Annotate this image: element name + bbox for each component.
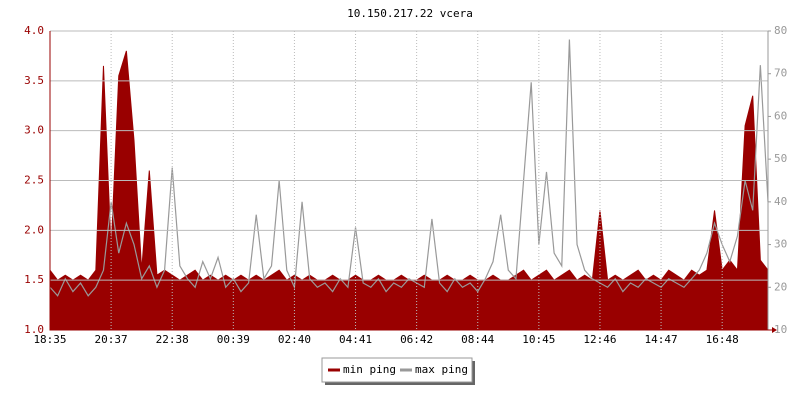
x-tick-label: 10:45 [522, 333, 555, 346]
y2-tick-label: 70 [774, 67, 787, 80]
x-tick-label: 12:46 [583, 333, 616, 346]
x-tick-label: 06:42 [400, 333, 433, 346]
x-tick-label: 08:44 [461, 333, 494, 346]
y2-tick-label: 60 [774, 109, 787, 122]
y2-tick-label: 80 [774, 24, 787, 37]
legend-label: max ping [415, 363, 468, 376]
x-tick-label: 16:48 [706, 333, 739, 346]
x-tick-label: 02:40 [278, 333, 311, 346]
y-tick-label: 3.5 [24, 74, 44, 87]
y-tick-label: 1.0 [24, 323, 44, 336]
x-tick-label: 22:38 [156, 333, 189, 346]
y-tick-label: 1.5 [24, 273, 44, 286]
x-tick-label: 18:35 [33, 333, 66, 346]
y2-tick-label: 10 [774, 323, 787, 336]
y2-tick-label: 40 [774, 195, 787, 208]
y-tick-label: 3.0 [24, 124, 44, 137]
y2-tick-label: 20 [774, 280, 787, 293]
y-tick-label: 2.5 [24, 174, 44, 187]
x-tick-label: 00:39 [217, 333, 250, 346]
y2-tick-label: 30 [774, 238, 787, 251]
chart-title: 10.150.217.22 vcera [347, 7, 473, 20]
x-axis-arrow [772, 327, 777, 333]
x-tick-label: 04:41 [339, 333, 372, 346]
y-tick-label: 4.0 [24, 24, 44, 37]
legend-box [321, 357, 473, 383]
y-tick-label: 2.0 [24, 223, 44, 236]
x-tick-label: 14:47 [645, 333, 678, 346]
y2-tick-label: 50 [774, 152, 787, 165]
legend-label: min ping [343, 363, 396, 376]
x-tick-label: 20:37 [95, 333, 128, 346]
